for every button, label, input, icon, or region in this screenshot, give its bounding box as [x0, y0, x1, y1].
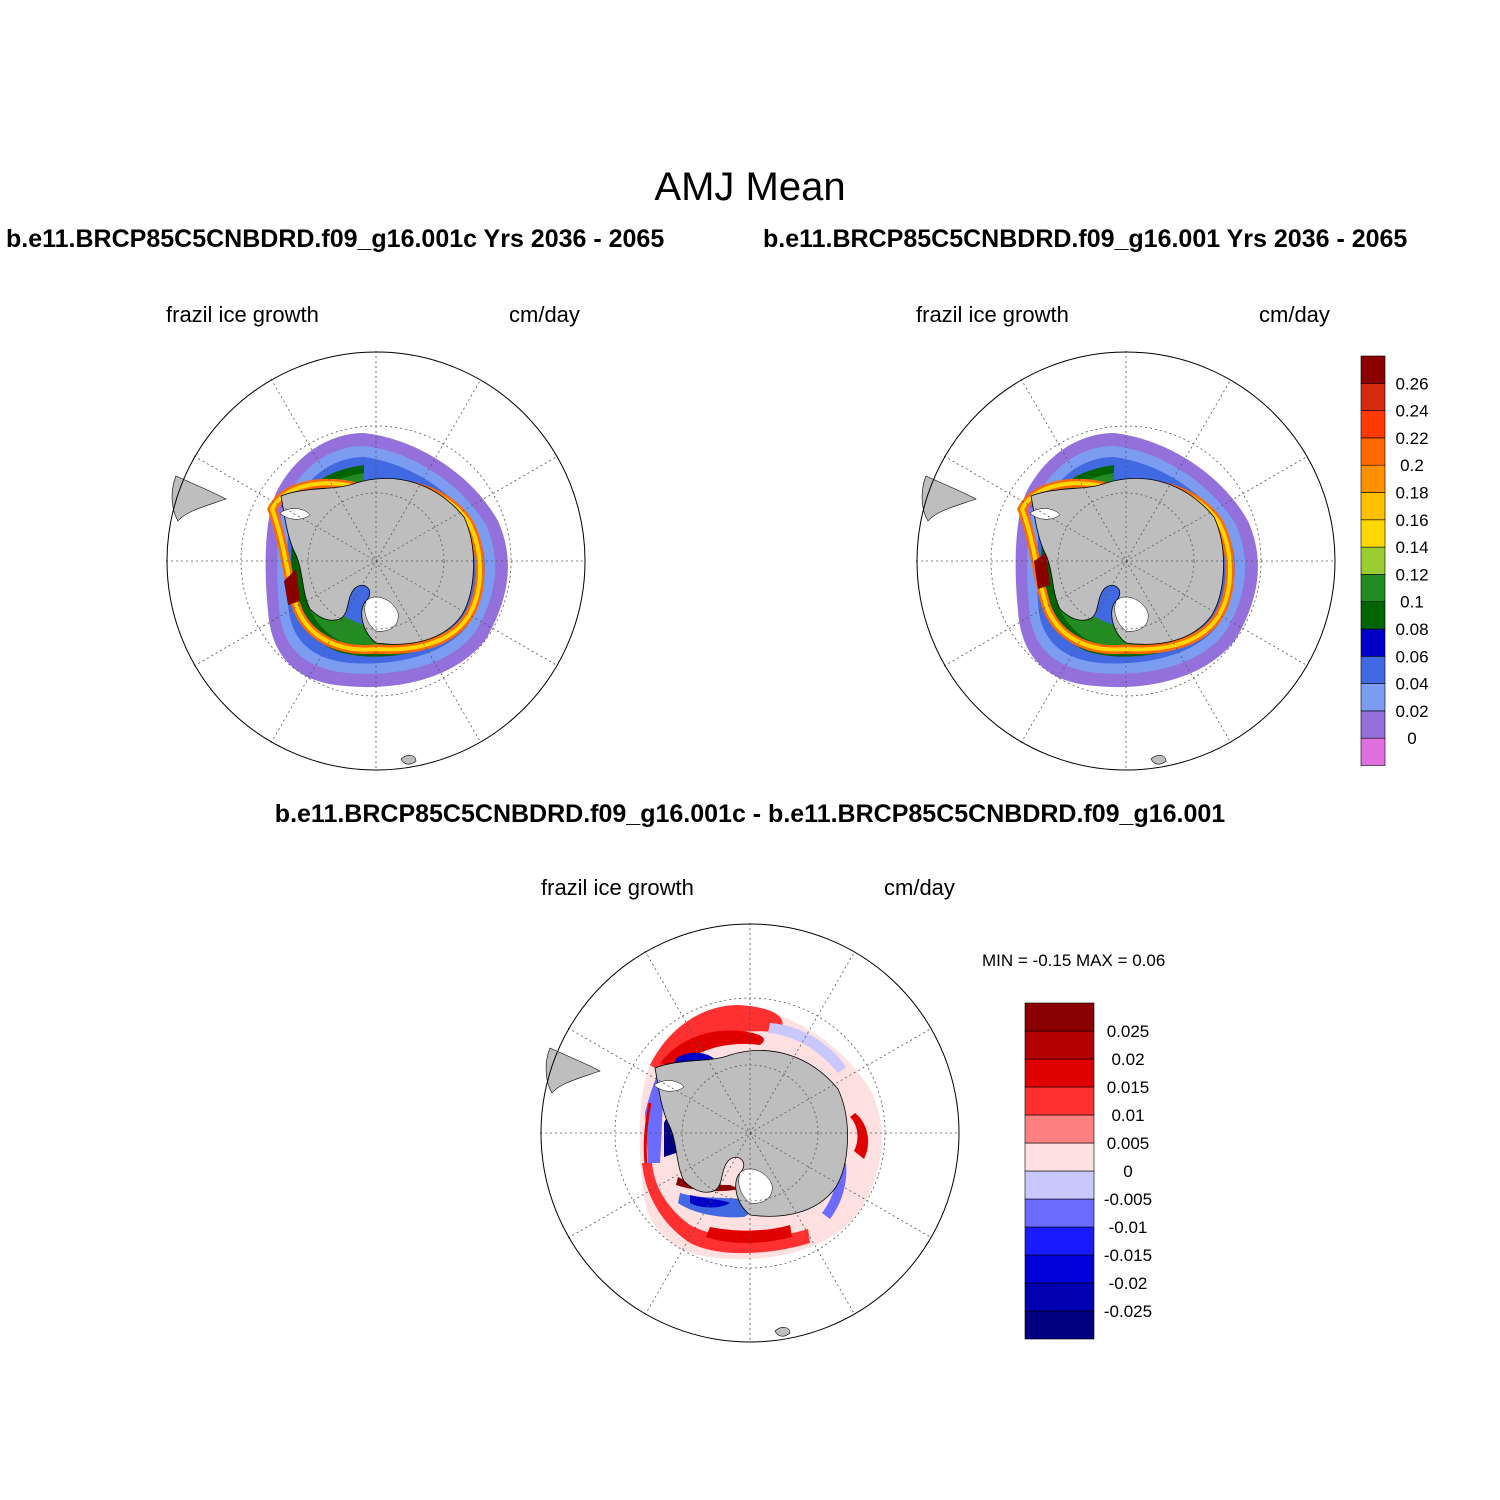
colorbar-diff-swatch	[1024, 1198, 1095, 1228]
left-south-america	[171, 475, 227, 522]
colorbar-main-swatch	[1360, 574, 1386, 602]
colorbar-diff-tick-label: 0.005	[1107, 1134, 1150, 1153]
colorbar-diff-swatch	[1024, 1226, 1095, 1256]
colorbar-diff-swatch	[1024, 1086, 1095, 1116]
colorbar-main-tick-label: 0.02	[1395, 702, 1428, 721]
colorbar-main-swatch	[1360, 410, 1386, 439]
colorbar-main-swatch	[1360, 683, 1386, 712]
colorbar-diff-tick-label: 0.025	[1107, 1022, 1150, 1041]
right-south-america	[921, 475, 977, 522]
left-polar-map	[166, 351, 586, 771]
colorbar-main: 0 0.02 0.04 0.06 0.08 0.1 0.12 0.14 0.16 0.18 0.2 0…	[1360, 355, 1429, 766]
colorbar-main-tick-label: 0.18	[1395, 484, 1428, 503]
colorbar-main-tick-label: 0.22	[1395, 429, 1428, 448]
colorbar-diff-swatch	[1024, 1142, 1095, 1172]
colorbar-diff-swatch	[1024, 1310, 1095, 1340]
colorbar-diff-swatch	[1024, 1282, 1095, 1312]
colorbar-main-swatch	[1360, 519, 1386, 548]
colorbar-diff-tick-label: 0	[1123, 1162, 1132, 1181]
colorbar-diff-swatch	[1024, 1170, 1095, 1200]
diff-graticule	[540, 923, 960, 1343]
colorbar-diff-tick-label: 0.015	[1107, 1078, 1150, 1097]
colorbar-diff-tick-label: -0.015	[1104, 1246, 1152, 1265]
colorbar-main-tick-label: 0.12	[1395, 565, 1428, 584]
colorbar-main-tick-label: 0.24	[1395, 402, 1428, 421]
colorbar-main-swatch	[1360, 601, 1386, 630]
right-ice-shelf	[1114, 596, 1149, 632]
diff-minmax-text: MIN = -0.15 MAX = 0.06	[982, 951, 1166, 970]
colorbar-main-tick-label: 0.1	[1400, 593, 1424, 612]
right-graticule	[916, 351, 1336, 771]
colorbar-diff-swatch	[1024, 1254, 1095, 1284]
left-ice-shelf	[364, 596, 399, 632]
colorbar-diff-tick-label: 0.02	[1111, 1050, 1144, 1069]
left-graticule	[166, 351, 586, 771]
colorbar-main-tick-label: 0.04	[1395, 675, 1428, 694]
colorbar-main-tick-label: 0.06	[1395, 647, 1428, 666]
diff-ice-shelf	[738, 1168, 773, 1204]
diff-south-america	[545, 1047, 601, 1094]
colorbar-diff: -0.025 -0.02 -0.015 -0.01 -0.005 0 0.005 0.01 0.…	[1024, 1002, 1152, 1340]
diff-variable-label: frazil ice growth	[541, 875, 694, 900]
colorbar-main-swatch	[1360, 628, 1386, 657]
colorbar-main-swatch	[1360, 464, 1386, 493]
colorbar-diff-swatch	[1024, 1030, 1095, 1060]
colorbar-main-tick-label: 0.14	[1395, 538, 1428, 557]
colorbar-main-swatch	[1360, 546, 1386, 575]
diff-panel-title: b.e11.BRCP85C5CNBDRD.f09_g16.001c - b.e1…	[274, 800, 1226, 828]
colorbar-main-tick-label: 0.16	[1395, 511, 1428, 530]
colorbar-main-swatch	[1360, 492, 1386, 521]
main-title: AMJ Mean	[654, 165, 846, 209]
colorbar-main-tick-label: 0.26	[1395, 374, 1428, 393]
colorbar-main-swatch	[1360, 437, 1386, 466]
colorbar-diff-tick-label: -0.01	[1109, 1218, 1148, 1237]
colorbar-diff-swatch	[1024, 1114, 1095, 1144]
colorbar-main-swatch	[1360, 710, 1386, 739]
right-units-label: cm/day	[1259, 302, 1330, 327]
left-units-label: cm/day	[509, 302, 580, 327]
diff-units-label: cm/day	[884, 875, 955, 900]
colorbar-main-tick-label: 0	[1407, 729, 1416, 748]
left-variable-label: frazil ice growth	[166, 302, 319, 327]
colorbar-main-tick-label: 0.2	[1400, 456, 1424, 475]
colorbar-diff-swatch	[1024, 1002, 1095, 1032]
colorbar-main-swatch	[1360, 737, 1386, 766]
colorbar-main-swatch	[1360, 355, 1386, 384]
left-panel-title: b.e11.BRCP85C5CNBDRD.f09_g16.001c Yrs 20…	[6, 225, 665, 253]
colorbar-main-swatch	[1360, 382, 1386, 411]
colorbar-main-swatch	[1360, 655, 1386, 684]
colorbar-diff-swatch	[1024, 1058, 1095, 1088]
right-variable-label: frazil ice growth	[916, 302, 1069, 327]
right-panel-title: b.e11.BRCP85C5CNBDRD.f09_g16.001 Yrs 203…	[763, 225, 1408, 253]
colorbar-diff-tick-label: -0.005	[1104, 1190, 1152, 1209]
right-polar-map	[916, 351, 1336, 771]
colorbar-diff-tick-label: 0.01	[1111, 1106, 1144, 1125]
colorbar-diff-tick-label: -0.025	[1104, 1302, 1152, 1321]
colorbar-diff-tick-label: -0.02	[1109, 1274, 1148, 1293]
colorbar-main-tick-label: 0.08	[1395, 620, 1428, 639]
diff-polar-map	[540, 923, 960, 1343]
